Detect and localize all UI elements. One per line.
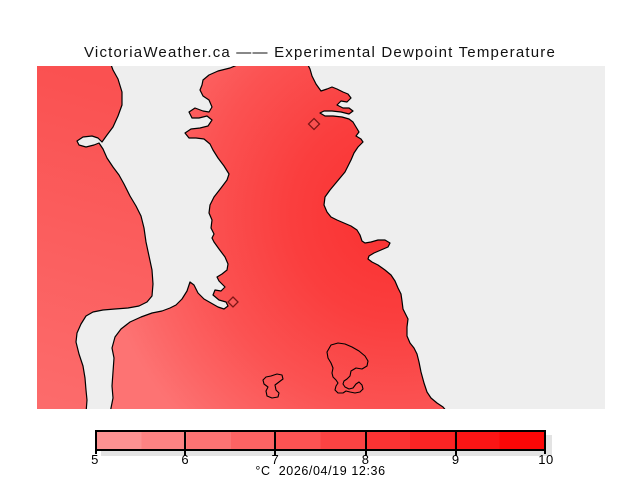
lake-outline-small [262,373,284,399]
scale-tick-labels: 5 6 7 8 9 10 [91,452,553,467]
scale-tick-5 [95,449,97,454]
scale-label-9: 9 [451,452,460,467]
land-west-coastline [37,66,154,409]
page-title: VictoriaWeather.ca —— Experimental Dewpo… [83,44,557,61]
scale-tick-9 [454,430,457,456]
scale-label-5: 5 [91,452,99,467]
scale-caption: °C 2026/04/19 12:36 [255,464,386,478]
scale-tick-8 [364,430,367,456]
land-peninsula-coastline [110,66,446,409]
station-marker-north-icon [307,117,321,131]
scale-label-6: 6 [181,452,190,467]
scale-tick-6 [184,430,187,456]
dewpoint-color-scale [95,430,546,456]
station-marker-south-icon [227,296,239,308]
scale-tick-7 [274,430,277,456]
map-canvas [37,66,446,409]
scale-label-7: 7 [271,452,280,467]
scale-label-10: 10 [538,452,554,467]
scale-label-8: 8 [361,452,370,467]
lake-outline-large [326,342,369,394]
scale-tick-10 [544,449,546,454]
dewpoint-map [37,66,605,409]
